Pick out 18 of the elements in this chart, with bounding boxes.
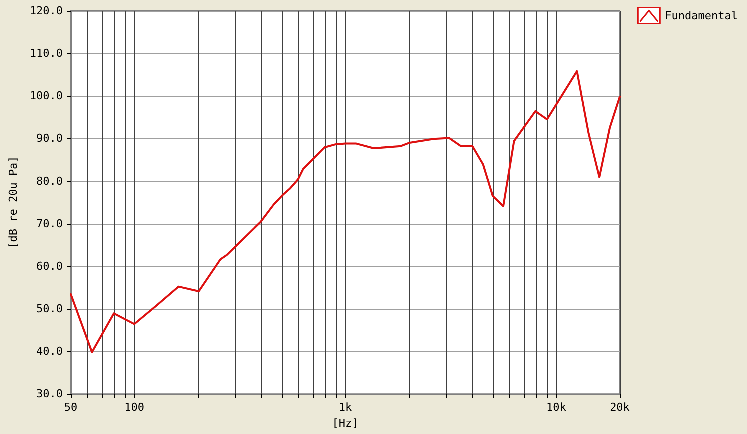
y-tick-label: 110.0 <box>30 47 64 60</box>
y-axis-title: [dB re 20u Pa] <box>7 156 20 249</box>
legend-label: Fundamental <box>665 9 738 22</box>
y-tick-label: 60.0 <box>36 260 64 273</box>
x-tick-label: 100 <box>124 401 144 414</box>
y-tick-label: 100.0 <box>30 90 64 103</box>
x-tick-label: 50 <box>64 401 78 414</box>
y-tick-label: 80.0 <box>36 174 64 188</box>
x-tick-label: 1k <box>338 401 353 414</box>
x-axis-title: [Hz] <box>332 417 359 430</box>
y-tick-label: 120.0 <box>30 4 64 18</box>
x-tick-label: 10k <box>546 401 567 414</box>
y-tick-label: 50.0 <box>36 302 64 316</box>
y-tick-label: 30.0 <box>36 388 64 401</box>
y-tick-label: 70.0 <box>36 217 64 230</box>
y-tick-label: 40.0 <box>36 345 64 358</box>
x-tick-label: 20k <box>610 401 630 414</box>
y-tick-label: 90.0 <box>36 132 64 146</box>
